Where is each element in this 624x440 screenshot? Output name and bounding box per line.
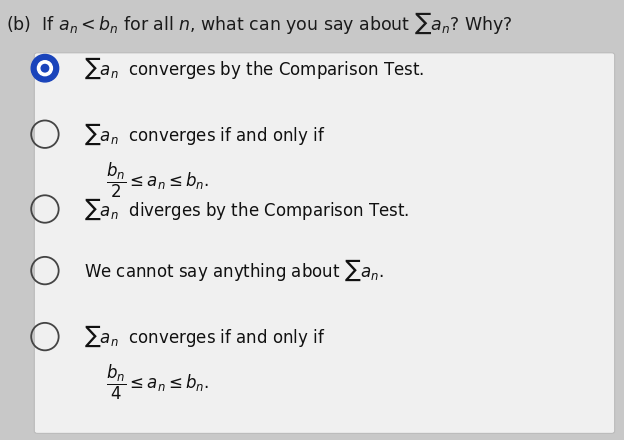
Text: $\sum a_n$  diverges by the Comparison Test.: $\sum a_n$ diverges by the Comparison Te… <box>84 196 409 222</box>
Text: $\sum a_n$  converges by the Comparison Test.: $\sum a_n$ converges by the Comparison T… <box>84 55 424 81</box>
Text: $\dfrac{b_n}{4} \leq a_n \leq b_n.$: $\dfrac{b_n}{4} \leq a_n \leq b_n.$ <box>106 363 210 403</box>
Text: $\sum a_n$  converges if and only if: $\sum a_n$ converges if and only if <box>84 121 326 147</box>
Ellipse shape <box>31 55 59 82</box>
Ellipse shape <box>41 64 49 72</box>
Text: We cannot say anything about $\sum a_n.$: We cannot say anything about $\sum a_n.$ <box>84 258 384 283</box>
FancyBboxPatch shape <box>34 53 615 433</box>
Ellipse shape <box>37 61 52 76</box>
Text: $\dfrac{b_n}{2} \leq a_n \leq b_n.$: $\dfrac{b_n}{2} \leq a_n \leq b_n.$ <box>106 161 210 200</box>
Text: (b)  If $a_n < b_n$ for all $n$, what can you say about $\sum a_n$? Why?: (b) If $a_n < b_n$ for all $n$, what can… <box>6 11 513 37</box>
Text: $\sum a_n$  converges if and only if: $\sum a_n$ converges if and only if <box>84 324 326 349</box>
